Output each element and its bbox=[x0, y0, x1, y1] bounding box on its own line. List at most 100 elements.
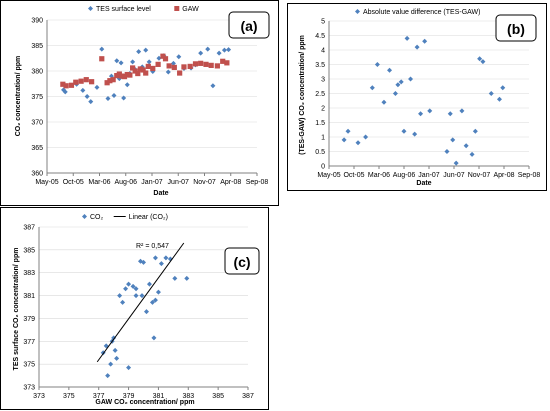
data-point-square bbox=[121, 74, 128, 80]
data-point-diamond bbox=[111, 92, 117, 98]
chart-a-ylabel: CO₂ concentration/ ppm bbox=[15, 56, 22, 137]
data-point-square bbox=[162, 56, 169, 62]
y-tick-label: 4.5 bbox=[315, 33, 325, 40]
legend-diamond-swatch bbox=[82, 214, 87, 219]
data-point-diamond bbox=[118, 60, 124, 66]
data-point-diamond bbox=[500, 85, 506, 91]
data-point-square bbox=[214, 63, 220, 69]
x-tick-label: Apr-08 bbox=[493, 172, 514, 179]
data-point-diamond bbox=[117, 293, 123, 299]
x-tick-label: Mar-06 bbox=[88, 179, 110, 186]
chart-b-panel-label-box bbox=[495, 14, 537, 42]
data-point-square bbox=[78, 78, 84, 84]
data-point-diamond bbox=[124, 82, 130, 88]
data-point-square bbox=[127, 72, 133, 78]
trend-line bbox=[96, 242, 185, 363]
data-point-square bbox=[198, 60, 204, 66]
x-tick-label: Oct-05 bbox=[63, 179, 84, 186]
chart-b-xlabel: Date bbox=[416, 180, 431, 187]
data-point-square bbox=[203, 61, 209, 67]
legend-entry: GAW bbox=[182, 6, 199, 13]
data-point-diamond bbox=[105, 373, 111, 379]
data-point-diamond bbox=[395, 82, 401, 88]
y-tick-label: 387 bbox=[23, 225, 35, 232]
data-point-diamond bbox=[143, 309, 149, 315]
data-point-diamond bbox=[136, 49, 142, 55]
data-point-square bbox=[60, 81, 66, 87]
data-point-diamond bbox=[146, 59, 152, 65]
y-tick-label: 385 bbox=[31, 43, 43, 50]
data-point-diamond bbox=[404, 35, 410, 41]
data-point-diamond bbox=[111, 335, 117, 341]
y-tick-label: 0.5 bbox=[315, 149, 325, 156]
data-point-diamond bbox=[149, 299, 155, 305]
data-point-diamond bbox=[170, 60, 176, 66]
x-tick-label: Nov-07 bbox=[193, 179, 216, 186]
x-tick-label: Sep-08 bbox=[518, 172, 541, 179]
data-point-diamond bbox=[141, 259, 146, 265]
data-point-diamond bbox=[130, 59, 136, 65]
chart-c-grid bbox=[39, 226, 248, 365]
data-point-diamond bbox=[126, 281, 132, 287]
x-tick-label: May-05 bbox=[317, 172, 340, 179]
data-point-diamond bbox=[341, 137, 347, 143]
data-point-square bbox=[89, 79, 95, 85]
chart-c-xlabel: GAW CO₂ concentration/ ppm bbox=[95, 399, 194, 406]
y-tick-label: 5 bbox=[321, 19, 325, 26]
chart-a-legend: TES surface level GAW bbox=[88, 6, 199, 13]
data-point-diamond bbox=[412, 131, 418, 137]
legend-diamond-swatch bbox=[88, 6, 93, 11]
chart-b-ylabel: (TES-GAW) CO₂ concentration/ ppm bbox=[299, 35, 306, 155]
data-point-diamond bbox=[450, 137, 456, 143]
data-point-diamond bbox=[133, 293, 139, 299]
data-point-square bbox=[107, 78, 113, 84]
data-point-diamond bbox=[158, 261, 164, 267]
chart-c-frame bbox=[0, 207, 269, 410]
y-tick-label: 385 bbox=[23, 247, 35, 254]
data-point-diamond bbox=[216, 50, 222, 56]
data-point-square bbox=[208, 62, 214, 68]
data-point-square bbox=[155, 61, 161, 67]
x-tick-label: Aug-06 bbox=[393, 172, 416, 179]
data-point-diamond bbox=[163, 255, 169, 261]
data-point-diamond bbox=[121, 95, 127, 101]
chart-b-legend: Absolute value difference (TES-GAW) bbox=[355, 9, 481, 16]
chart-c-legend: CO₂ Linear (CO₂) bbox=[82, 214, 168, 221]
legend-entry: CO₂ bbox=[90, 214, 104, 221]
data-point-diamond bbox=[184, 275, 190, 281]
data-point-square bbox=[140, 67, 146, 73]
data-point-square bbox=[137, 66, 143, 72]
y-tick-label: 0 bbox=[321, 164, 325, 171]
data-point-square bbox=[145, 63, 151, 70]
y-tick-label: 360 bbox=[31, 171, 43, 178]
data-point-diamond bbox=[210, 83, 216, 89]
data-point-diamond bbox=[414, 44, 420, 50]
x-tick-label: Jan-07 bbox=[418, 172, 440, 179]
data-point-diamond bbox=[381, 99, 387, 105]
chart-b-y-ticks: 0 0.5 1 1.5 2 2.5 3 3.5 4 4.5 5 bbox=[315, 19, 325, 171]
x-tick-label: Jan-07 bbox=[141, 179, 163, 186]
data-point-square bbox=[150, 65, 156, 72]
data-point-diamond bbox=[84, 94, 90, 99]
data-point-diamond bbox=[387, 67, 393, 73]
data-point-diamond bbox=[427, 108, 433, 114]
data-point-square bbox=[220, 58, 226, 64]
data-point-square bbox=[73, 79, 79, 85]
data-point-diamond bbox=[345, 128, 351, 134]
data-point-diamond bbox=[80, 87, 86, 93]
y-tick-label: 4 bbox=[321, 48, 325, 55]
y-tick-label: 1.5 bbox=[315, 120, 325, 127]
x-tick-label: May-05 bbox=[35, 179, 58, 186]
data-point-diamond bbox=[205, 46, 211, 52]
data-point-diamond bbox=[401, 128, 407, 134]
data-point-diamond bbox=[130, 283, 136, 289]
data-point-diamond bbox=[133, 286, 139, 292]
data-point-square bbox=[187, 63, 193, 70]
data-point-diamond bbox=[156, 55, 162, 61]
data-point-square bbox=[130, 65, 136, 71]
y-tick-label: 379 bbox=[23, 316, 35, 323]
x-tick-label: 379 bbox=[123, 393, 135, 400]
chart-c-panel-label: (c) bbox=[233, 254, 250, 270]
data-point-diamond bbox=[477, 56, 483, 62]
chart-a-grid bbox=[47, 19, 257, 148]
